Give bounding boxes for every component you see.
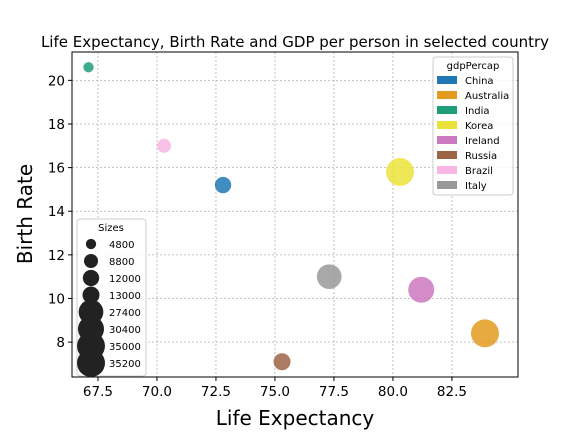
size-legend-marker — [85, 238, 97, 250]
x-tick-label: 70.0 — [142, 384, 172, 400]
legend-swatch-brazil — [437, 166, 457, 174]
color-legend: gdpPercap China Australia India Korea Irelan… — [432, 56, 514, 196]
y-tick-label: 12 — [48, 248, 65, 264]
y-tick-label: 20 — [48, 73, 65, 89]
legend-swatch-china — [437, 76, 457, 84]
legend-label-ireland: Ireland — [465, 136, 500, 147]
size-legend-marker — [82, 286, 100, 304]
x-tick-label: 82.5 — [437, 384, 467, 400]
color-legend-title: gdpPercap — [447, 61, 500, 72]
point-italy — [316, 264, 342, 290]
size-legend-title: Sizes — [98, 223, 124, 234]
color-legend-items: China Australia India Korea Ireland Russia Bra… — [437, 76, 509, 192]
axis-ticks: 67.5 70.0 72.5 75.0 77.5 80.0 82.5 8 10 12 14 16 18 2… — [48, 73, 467, 400]
x-tick-label: 75.0 — [260, 384, 290, 400]
point-brazil — [157, 138, 172, 153]
size-legend-label: 27400 — [109, 308, 141, 319]
x-tick-label: 77.5 — [319, 384, 349, 400]
size-legend-label: 12000 — [109, 274, 141, 285]
point-china — [214, 176, 232, 194]
size-legend-marker — [84, 254, 98, 268]
data-points — [83, 62, 499, 371]
size-legend-label: 13000 — [109, 291, 141, 302]
legend-swatch-ireland — [437, 136, 457, 144]
legend-swatch-india — [437, 106, 457, 114]
size-legend-marker — [82, 269, 100, 287]
point-korea — [386, 158, 414, 186]
y-tick-label: 14 — [48, 204, 65, 220]
legend-label-india: India — [465, 106, 490, 117]
y-tick-label: 16 — [48, 161, 65, 177]
size-legend-label: 30400 — [109, 325, 141, 336]
point-russia — [273, 353, 291, 371]
size-legend-marker — [77, 349, 105, 377]
size-legend-label: 35000 — [109, 342, 141, 353]
x-tick-label: 67.5 — [83, 384, 113, 400]
x-tick-label: 80.0 — [378, 384, 408, 400]
chart-title: Life Expectancy, Birth Rate and GDP per … — [41, 33, 549, 51]
legend-swatch-australia — [437, 91, 457, 99]
size-legend: Sizes 4800 8800 12000 13000 27400 30400 35000 3… — [76, 218, 147, 377]
legend-label-brazil: Brazil — [465, 166, 493, 177]
legend-label-russia: Russia — [465, 151, 497, 162]
size-legend-label: 35200 — [109, 359, 141, 370]
y-axis-label: Birth Rate — [13, 164, 37, 264]
legend-swatch-italy — [437, 181, 457, 189]
point-india — [83, 62, 94, 73]
y-tick-label: 8 — [56, 335, 65, 351]
point-australia — [470, 319, 499, 348]
x-tick-label: 72.5 — [201, 384, 231, 400]
legend-label-australia: Australia — [465, 91, 509, 102]
legend-label-korea: Korea — [465, 121, 493, 132]
point-ireland — [408, 276, 435, 303]
legend-label-italy: Italy — [465, 181, 487, 192]
y-tick-label: 18 — [48, 117, 65, 133]
legend-label-china: China — [465, 76, 494, 87]
legend-swatch-russia — [437, 151, 457, 159]
size-legend-items: 4800 8800 12000 13000 27400 30400 35000 35200 — [77, 238, 141, 377]
size-legend-label: 8800 — [109, 257, 134, 268]
legend-swatch-korea — [437, 121, 457, 129]
x-axis-label: Life Expectancy — [216, 406, 375, 430]
size-legend-label: 4800 — [109, 240, 134, 251]
y-tick-label: 10 — [48, 291, 65, 307]
plot-frame — [71, 51, 519, 378]
